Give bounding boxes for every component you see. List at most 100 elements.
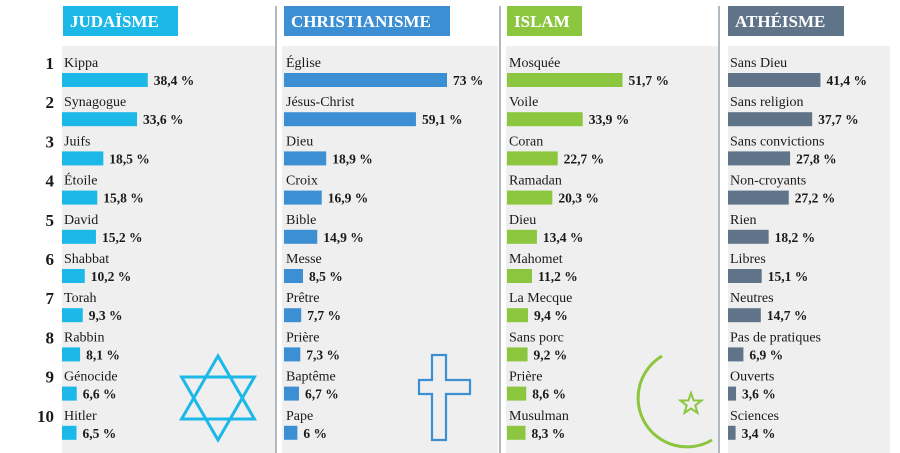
bar [62, 269, 85, 283]
bar [507, 386, 527, 401]
word-label: Génocide [64, 370, 118, 385]
value-label: 6,9 % [749, 347, 783, 362]
value-label: 51,7 % [628, 73, 669, 88]
word-label: Mahomet [509, 252, 563, 267]
panel-1: JUDAÏSME Kippa 38,4 % Synagogue 33,6 % Juifs 1… [62, 6, 194, 441]
value-label: 15,8 % [103, 191, 144, 206]
rank-number: 10 [37, 407, 54, 426]
crescent-star-icon [636, 354, 713, 449]
word-label: Croix [286, 174, 318, 189]
bar [284, 269, 303, 283]
bar [728, 229, 769, 244]
bar [62, 190, 98, 205]
bar [284, 386, 299, 401]
rank-number: 1 [46, 54, 55, 73]
bar [728, 269, 762, 283]
value-label: 22,7 % [564, 151, 605, 166]
value-label: 6,5 % [83, 426, 117, 441]
word-label: Ouverts [730, 370, 774, 385]
value-label: 59,1 % [422, 112, 463, 127]
word-label: Prière [286, 330, 319, 345]
value-label: 6 % [303, 426, 327, 441]
word-label: Musulman [509, 409, 569, 424]
bar [284, 112, 416, 127]
value-label: 15,2 % [102, 230, 143, 245]
bar [62, 425, 77, 440]
bar [728, 151, 791, 166]
word-label: Sans convictions [730, 134, 825, 149]
value-label: 18,5 % [109, 151, 150, 166]
word-label: Prêtre [286, 291, 319, 306]
value-label: 14,7 % [767, 308, 808, 323]
column-header [63, 6, 178, 36]
bar [728, 112, 813, 127]
value-label: 9,4 % [534, 308, 568, 323]
bar [507, 229, 537, 244]
word-label: Kippa [64, 56, 99, 71]
panel-4: ATHÉISME Sans Dieu 41,4 % Sans religion 37,7… [728, 6, 867, 441]
bar [62, 347, 81, 362]
bar [62, 308, 83, 323]
word-label: Torah [64, 291, 96, 306]
bar [728, 73, 821, 87]
column-header [507, 6, 582, 36]
bar [507, 425, 526, 440]
bar [728, 386, 737, 401]
word-label: Libres [730, 252, 766, 267]
value-label: 41,4 % [826, 73, 867, 88]
word-label: Église [286, 54, 321, 71]
word-label: Prière [509, 370, 542, 385]
bar [507, 151, 558, 166]
bar [62, 112, 138, 127]
rank-number: 9 [46, 368, 55, 387]
word-label: Rien [730, 213, 756, 228]
cross-icon [417, 353, 472, 442]
bar [284, 151, 327, 166]
word-label: Synagogue [64, 95, 126, 110]
column-title: ISLAM [514, 12, 570, 31]
word-label: Non-croyants [730, 174, 806, 189]
word-label: Shabbat [64, 252, 109, 267]
word-label: Mosquée [509, 56, 560, 71]
value-label: 7,7 % [307, 308, 341, 323]
bar [507, 269, 533, 283]
bar [284, 425, 298, 440]
bar [284, 347, 301, 362]
star-icon [677, 389, 705, 416]
word-label: Pape [286, 409, 313, 424]
word-label: Sans religion [730, 95, 804, 110]
value-label: 6,6 % [83, 387, 117, 402]
word-label: Bible [286, 213, 316, 228]
word-label: Étoile [64, 172, 97, 189]
rank-number: 8 [46, 328, 55, 347]
value-label: 9,3 % [89, 308, 123, 323]
value-label: 3,4 % [742, 426, 776, 441]
word-label: Jésus-Christ [286, 95, 355, 110]
column-header [284, 6, 450, 36]
column-title: ATHÉISME [735, 12, 825, 31]
value-label: 8,6 % [532, 387, 566, 402]
value-label: 9,2 % [534, 347, 568, 362]
bar [507, 347, 528, 362]
value-label: 16,9 % [328, 191, 369, 206]
bar [284, 190, 322, 205]
value-label: 13,4 % [543, 230, 584, 245]
bar [62, 386, 77, 401]
value-label: 10,2 % [91, 269, 132, 284]
word-label: La Mecque [509, 291, 572, 306]
value-label: 18,9 % [332, 151, 373, 166]
bar [62, 73, 148, 87]
rank-number: 7 [46, 289, 55, 308]
value-label: 27,8 % [796, 151, 837, 166]
value-label: 38,4 % [154, 73, 195, 88]
word-label: Dieu [509, 213, 536, 228]
value-label: 3,6 % [742, 387, 776, 402]
rank-number: 6 [46, 250, 55, 269]
value-label: 8,3 % [532, 426, 566, 441]
bar [507, 73, 623, 87]
word-label: Ramadan [509, 174, 562, 189]
value-label: 18,2 % [775, 230, 816, 245]
value-label: 6,7 % [305, 387, 339, 402]
rank-number: 5 [46, 211, 55, 230]
